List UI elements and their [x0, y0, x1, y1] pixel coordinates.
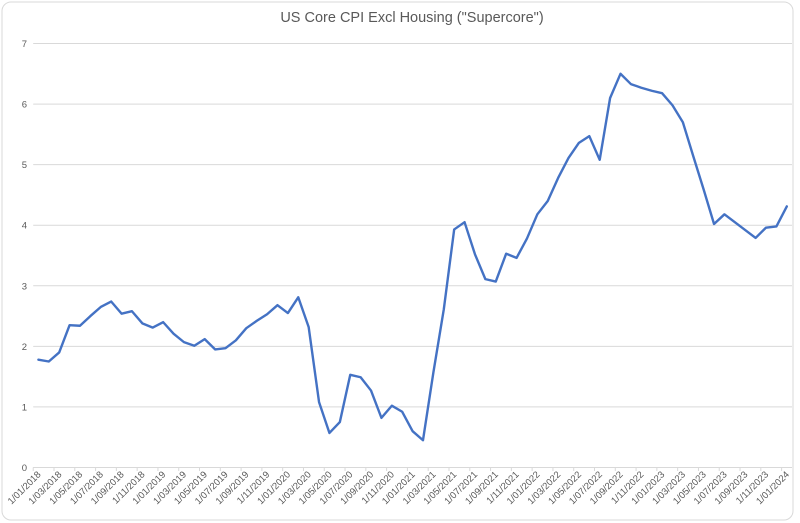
chart-title: US Core CPI Excl Housing ("Supercore"): [280, 10, 543, 26]
y-axis-tick-label: 1: [22, 402, 27, 413]
y-axis-tick-label: 7: [22, 39, 27, 50]
y-axis-tick-label: 5: [22, 160, 27, 171]
y-axis-tick-label: 2: [22, 342, 27, 353]
y-axis-tick-label: 4: [22, 221, 27, 232]
y-axis-tick-label: 6: [22, 100, 27, 111]
y-axis-tick-label: 3: [22, 281, 27, 292]
series-line-supercore-cpi: [37, 72, 788, 442]
y-axis-tick-label: 0: [22, 463, 27, 474]
